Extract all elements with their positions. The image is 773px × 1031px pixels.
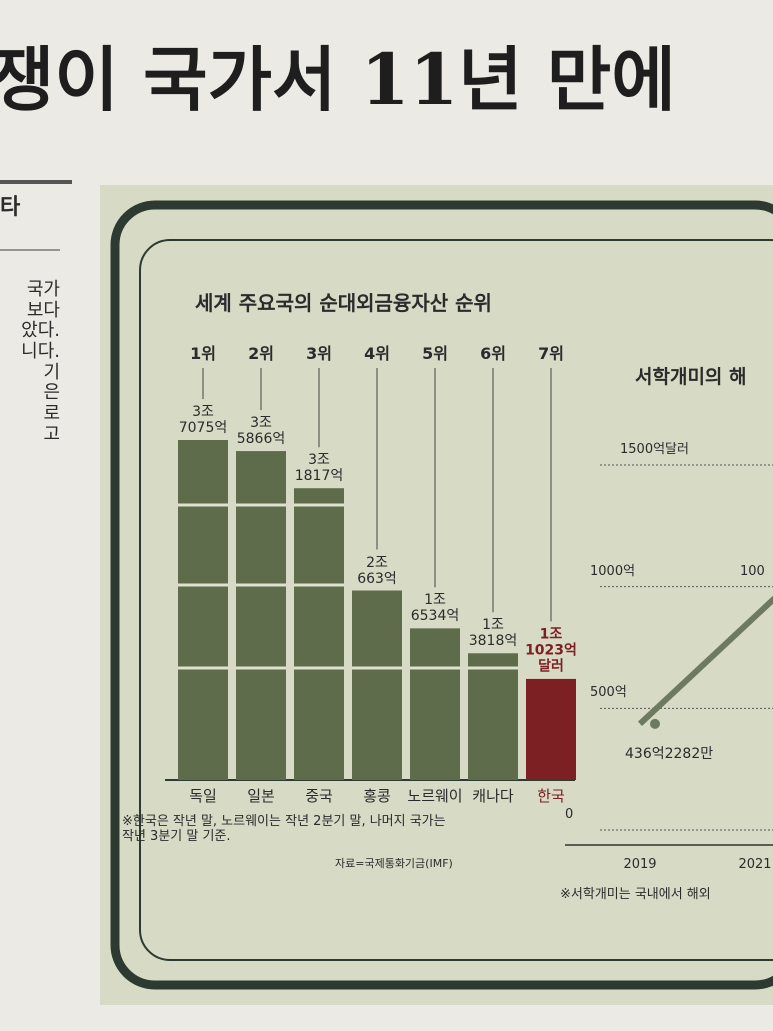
bar xyxy=(236,451,286,780)
bar xyxy=(468,653,518,780)
x-tick-label: 독일 xyxy=(189,787,217,805)
note: ※서학개미는 국내에서 해외 xyxy=(560,887,711,902)
panel-frame xyxy=(110,200,773,990)
bar xyxy=(526,678,576,780)
x-tick-label: 노르웨이 xyxy=(407,787,463,805)
value-label: 2조 663억 xyxy=(357,554,397,587)
bar xyxy=(178,440,228,780)
y-tick-label: 1000억 xyxy=(590,563,636,579)
side-line: 보다 xyxy=(26,299,60,321)
note: ※한국은 작년 말, 노르웨이는 작년 2분기 말, 나머지 국가는 작년 3분… xyxy=(122,814,446,844)
side-line: 로 xyxy=(43,403,60,425)
y-tick-label: 0 xyxy=(565,807,574,822)
y-tick-label: 1500억달러 xyxy=(620,442,689,457)
value-label: 1조 3818억 xyxy=(468,617,518,650)
x-tick-label: 중국 xyxy=(305,787,333,805)
source: 자료=국제통화기금(IMF) xyxy=(335,857,453,870)
chart-title: 세계 주요국의 순대외금융자산 순위 xyxy=(195,291,492,315)
headline: 쟁이 국가서 11년 만에 xyxy=(0,38,676,121)
side-line: 은 xyxy=(43,382,60,404)
side-line: 니다. xyxy=(21,341,60,363)
bar xyxy=(352,590,402,780)
value-label: 1조 1023억 달러 xyxy=(525,626,577,675)
bar xyxy=(294,488,344,780)
chart-title: 서학개미의 해 xyxy=(635,366,747,388)
x-tick-label: 2019 xyxy=(623,857,657,872)
side-line: 았다. xyxy=(21,320,60,342)
side-line: 기 xyxy=(43,361,60,383)
panel-inner-frame xyxy=(139,239,773,961)
rank-label: 2위 xyxy=(248,344,274,363)
trend-line xyxy=(637,595,773,727)
x-tick-label: 캐나다 xyxy=(472,787,514,805)
x-tick-label: 2021 xyxy=(738,857,772,872)
value-label: 1조 6534억 xyxy=(410,592,460,625)
value-label: 3조 7075억 xyxy=(178,403,228,436)
x-tick-label: 홍콩 xyxy=(363,787,391,805)
side-line: 국가 xyxy=(26,279,60,300)
x-tick-label: 한국 xyxy=(537,787,565,805)
side-line: 고 xyxy=(43,423,60,445)
annotation: 100 xyxy=(740,563,765,579)
point xyxy=(650,718,660,729)
bar xyxy=(410,628,460,780)
rank-label: 7위 xyxy=(538,344,564,363)
rank-label: 1위 xyxy=(190,344,216,363)
y-tick-label: 500억 xyxy=(590,685,627,701)
value-label: 436억2282만 xyxy=(625,745,714,762)
rank-label: 4위 xyxy=(364,344,390,363)
side-text: 국가 보다 았다. 니다. 기 은 로 고 xyxy=(0,279,60,446)
value-label: 3조 5866억 xyxy=(236,414,286,447)
rank-label: 3위 xyxy=(306,344,332,363)
side-heading: 타 xyxy=(0,195,21,220)
value-label: 3조 1817억 xyxy=(294,452,344,485)
rank-label: 5위 xyxy=(422,344,448,363)
rank-label: 6위 xyxy=(480,344,506,363)
x-tick-label: 일본 xyxy=(247,787,275,805)
